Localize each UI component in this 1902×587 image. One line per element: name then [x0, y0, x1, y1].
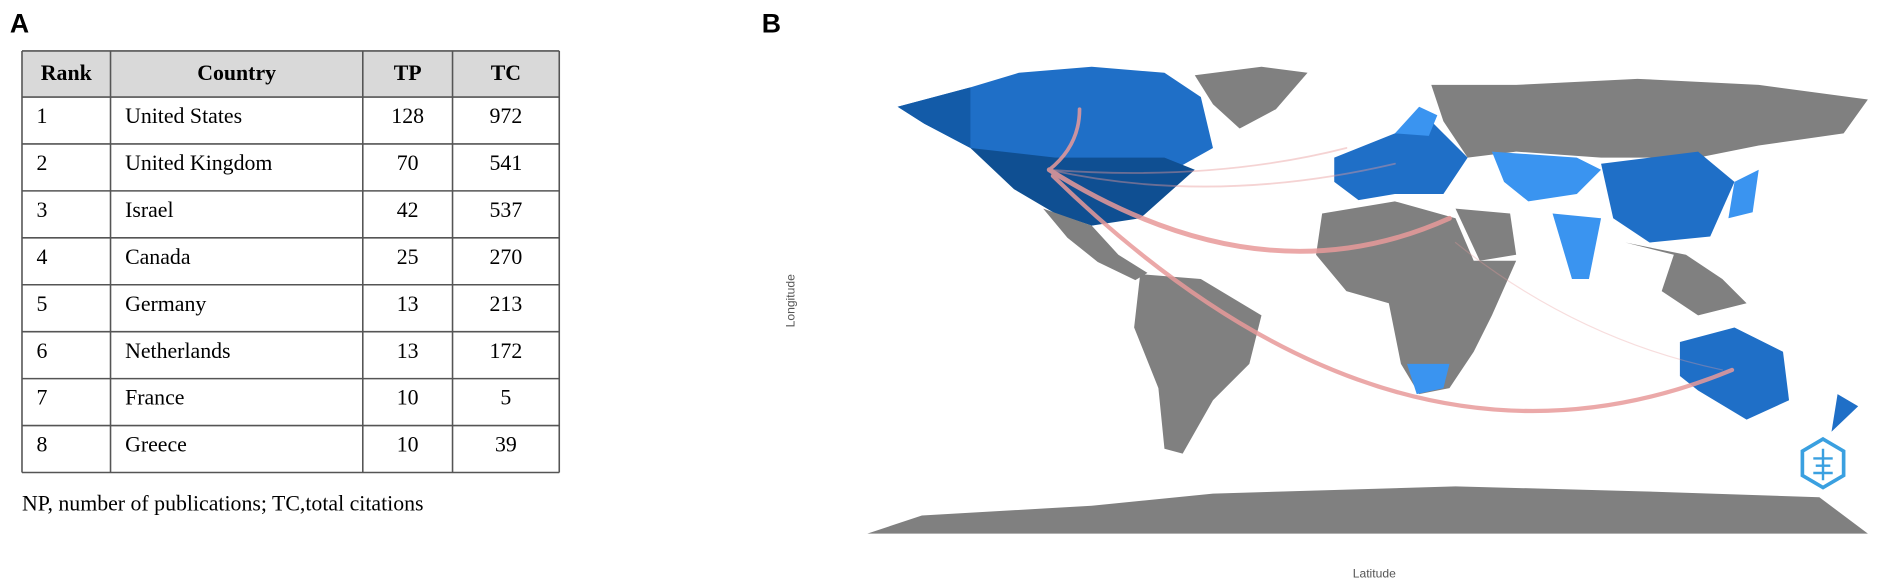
table-cell: 172 — [490, 339, 523, 363]
table-cell: 5 — [37, 292, 48, 316]
table-cell: 42 — [397, 198, 419, 222]
column-header: TP — [394, 61, 422, 85]
x-axis-label: Latitude — [1353, 566, 1396, 580]
table-cell: 270 — [490, 245, 523, 269]
table-cell: 537 — [490, 198, 523, 222]
table-cell: 5 — [500, 386, 511, 410]
table-cell: 541 — [490, 151, 523, 175]
table-cell: 8 — [37, 433, 48, 457]
table-cell: 70 — [397, 151, 419, 175]
table: Rank Country TP TC 1 United States 128 972 2 Unit… — [21, 50, 561, 474]
table-cell: 10 — [397, 386, 419, 410]
world-map — [855, 66, 1881, 546]
table-cell: 25 — [397, 245, 419, 269]
table-cell: Greece — [125, 433, 187, 457]
footnote: NP, number of publications; TC,total cit… — [22, 492, 424, 516]
table-cell: 6 — [37, 339, 48, 363]
table-cell: 39 — [495, 433, 517, 457]
y-axis-label: Longitude — [784, 274, 798, 327]
header-background — [21, 50, 560, 98]
table-cell: 3 — [37, 198, 48, 222]
table-cell: 972 — [490, 104, 523, 128]
table-cell: 13 — [397, 339, 419, 363]
column-header: Rank — [41, 61, 93, 85]
column-header: TC — [491, 61, 521, 85]
table-cell: Canada — [125, 245, 191, 269]
table-cell: United States — [125, 104, 242, 128]
table-cell: 10 — [397, 433, 419, 457]
table-cell: 13 — [397, 292, 419, 316]
table-cell: France — [125, 386, 184, 410]
table-cell: 213 — [490, 292, 523, 316]
table-cell: United Kingdom — [125, 151, 272, 175]
panel-label: A — [10, 9, 29, 39]
panel-label: B — [762, 9, 781, 39]
table-cell: Germany — [125, 292, 206, 316]
table-cell: 1 — [37, 104, 48, 128]
table-cell: 7 — [37, 386, 48, 410]
table-cell: 128 — [391, 104, 424, 128]
table-cell: Israel — [125, 198, 173, 222]
table-cell: 4 — [37, 245, 48, 269]
table-cell: 2 — [37, 151, 48, 175]
table-cell: Netherlands — [125, 339, 230, 363]
column-header: Country — [197, 61, 276, 85]
